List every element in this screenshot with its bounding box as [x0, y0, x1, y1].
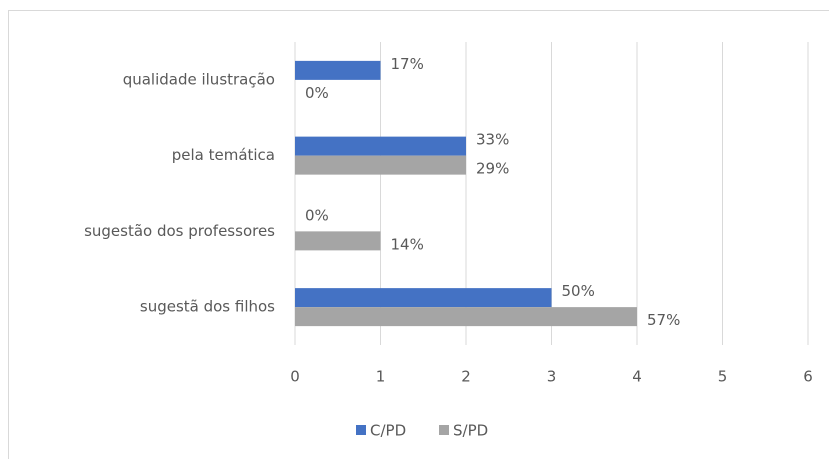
- value-label: 57%: [647, 311, 680, 329]
- bar: [295, 288, 552, 308]
- x-tick-label: 3: [547, 368, 557, 386]
- bar: [295, 136, 466, 156]
- value-label: 17%: [391, 55, 424, 73]
- y-tick-label: pela temática: [172, 146, 275, 164]
- value-label: 0%: [305, 84, 329, 102]
- y-tick-label: qualidade ilustração: [123, 70, 275, 88]
- bar: [295, 60, 381, 80]
- x-tick-label: 5: [718, 368, 728, 386]
- x-tick-label: 2: [461, 368, 471, 386]
- y-tick-label: sugestão dos professores: [84, 222, 275, 240]
- legend-swatch: [356, 425, 366, 435]
- value-label: 33%: [476, 131, 509, 149]
- chart-frame: [8, 10, 829, 459]
- bar: [295, 307, 637, 327]
- value-label: 0%: [305, 206, 329, 224]
- value-label: 14%: [391, 235, 424, 253]
- x-tick-label: 1: [376, 368, 386, 386]
- x-tick-label: 4: [632, 368, 642, 386]
- x-tick-label: 0: [290, 368, 300, 386]
- x-tick-label: 6: [803, 368, 813, 386]
- legend-swatch: [439, 425, 449, 435]
- y-tick-label: sugestã dos filhos: [140, 298, 275, 316]
- legend-label: C/PD: [370, 422, 406, 440]
- bar: [295, 155, 466, 175]
- value-label: 29%: [476, 160, 509, 178]
- bar: [295, 231, 381, 251]
- value-label: 50%: [562, 282, 595, 300]
- legend-label: S/PD: [453, 422, 488, 440]
